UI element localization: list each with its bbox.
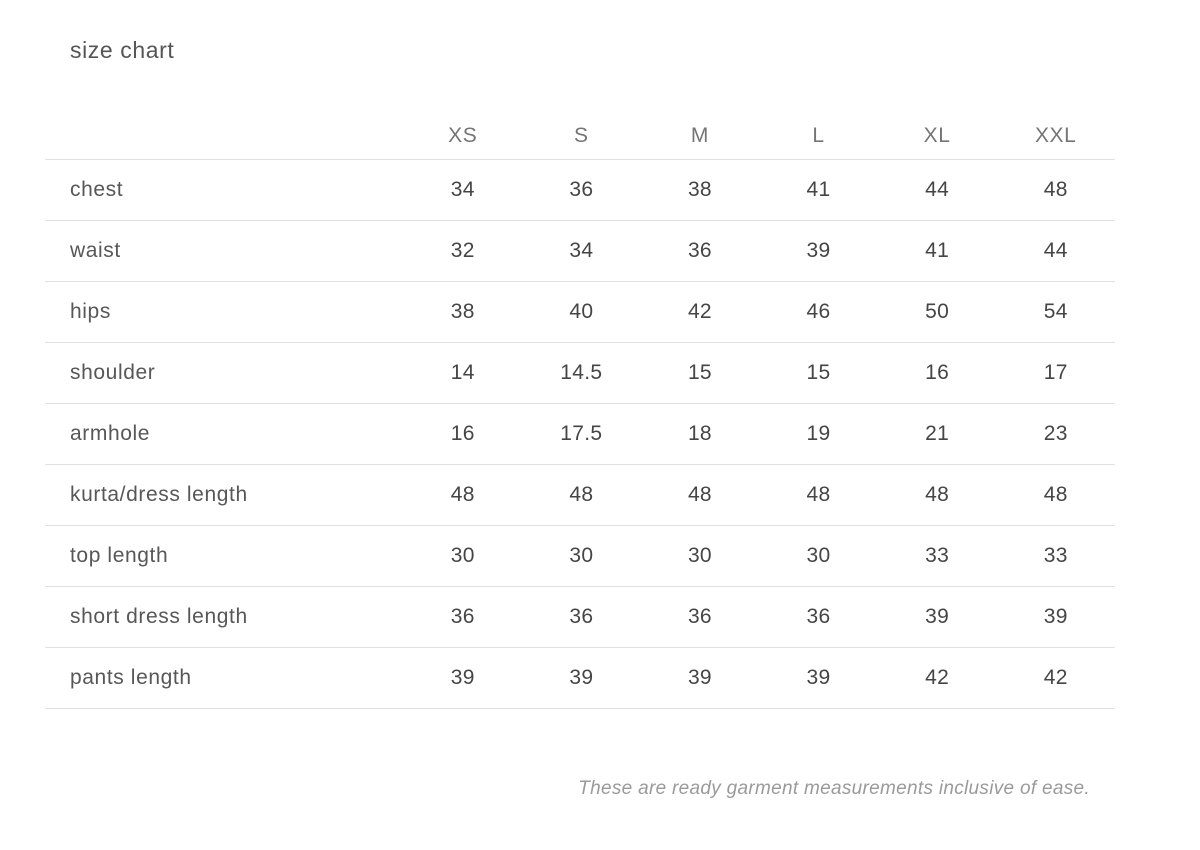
- cell-value: 41: [925, 239, 950, 262]
- cell-value: 14.5: [560, 361, 603, 384]
- cell-value: 42: [1043, 666, 1068, 689]
- cell-value: 17: [1043, 361, 1068, 384]
- table-row-pants-length: pants length 39 39 39 39 42 42: [45, 648, 1115, 709]
- cell-value: 21: [925, 422, 950, 445]
- cell-value: 38: [687, 178, 712, 201]
- cell-value: 33: [925, 544, 950, 567]
- cell-value: 15: [687, 361, 712, 384]
- cell-value: 48: [687, 483, 712, 506]
- cell-value: 19: [806, 422, 831, 445]
- cell-value: 15: [806, 361, 831, 384]
- footer-note: These are ready garment measurements inc…: [578, 778, 1090, 799]
- cell-value: 54: [1043, 300, 1068, 323]
- cell-value: 39: [925, 605, 950, 628]
- cell-value: 50: [925, 300, 950, 323]
- cell-value: 23: [1043, 422, 1068, 445]
- table-row-kurta-dress-length: kurta/dress length 48 48 48 48 48 48: [45, 465, 1115, 526]
- cell-value: 48: [806, 483, 831, 506]
- cell-value: 38: [450, 300, 475, 323]
- size-chart-table: XS S M L XL XXL chest 34 36 38 41 44 48 …: [45, 112, 1115, 709]
- cell-value: 48: [450, 483, 475, 506]
- cell-value: 41: [806, 178, 831, 201]
- cell-value: 44: [1043, 239, 1068, 262]
- cell-value: 48: [1043, 178, 1068, 201]
- cell-value: 48: [1043, 483, 1068, 506]
- cell-value: 39: [806, 239, 831, 262]
- table-row-waist: waist 32 34 36 39 41 44: [45, 221, 1115, 282]
- row-label: shoulder: [70, 361, 156, 384]
- column-header-m: M: [690, 123, 709, 147]
- row-label: hips: [70, 300, 111, 323]
- cell-value: 33: [1043, 544, 1068, 567]
- cell-value: 16: [450, 422, 475, 445]
- row-label: chest: [70, 178, 124, 201]
- row-label: armhole: [70, 422, 151, 445]
- table-row-short-dress-length: short dress length 36 36 36 36 39 39: [45, 587, 1115, 648]
- cell-value: 16: [925, 361, 950, 384]
- cell-value: 36: [569, 605, 594, 628]
- cell-value: 36: [687, 239, 712, 262]
- cell-value: 34: [450, 178, 475, 201]
- table-row-top-length: top length 30 30 30 30 33 33: [45, 526, 1115, 587]
- column-header-xxl: XXL: [1034, 123, 1077, 147]
- row-label: pants length: [70, 666, 192, 689]
- size-chart-header-row: XS S M L XL XXL: [45, 112, 1115, 160]
- column-header-xs: XS: [448, 123, 478, 147]
- cell-value: 30: [569, 544, 594, 567]
- cell-value: 30: [806, 544, 831, 567]
- cell-value: 44: [925, 178, 950, 201]
- page-title: size chart: [70, 37, 175, 63]
- cell-value: 48: [569, 483, 594, 506]
- table-row-hips: hips 38 40 42 46 50 54: [45, 282, 1115, 343]
- row-label: top length: [70, 544, 169, 567]
- cell-value: 39: [687, 666, 712, 689]
- cell-value: 36: [569, 178, 594, 201]
- cell-value: 42: [687, 300, 712, 323]
- table-row-armhole: armhole 16 17.5 18 19 21 23: [45, 404, 1115, 465]
- cell-value: 39: [806, 666, 831, 689]
- column-header-l: L: [812, 123, 825, 147]
- cell-value: 39: [450, 666, 475, 689]
- cell-value: 36: [687, 605, 712, 628]
- cell-value: 36: [450, 605, 475, 628]
- cell-value: 14: [450, 361, 475, 384]
- cell-value: 48: [925, 483, 950, 506]
- cell-value: 30: [450, 544, 475, 567]
- cell-value: 36: [806, 605, 831, 628]
- cell-value: 17.5: [560, 422, 603, 445]
- cell-value: 32: [450, 239, 475, 262]
- cell-value: 30: [687, 544, 712, 567]
- cell-value: 39: [569, 666, 594, 689]
- table-row-chest: chest 34 36 38 41 44 48: [45, 160, 1115, 221]
- cell-value: 40: [569, 300, 594, 323]
- cell-value: 46: [806, 300, 831, 323]
- row-label: kurta/dress length: [70, 483, 248, 506]
- row-label: waist: [70, 239, 121, 262]
- column-header-s: S: [574, 123, 589, 147]
- cell-value: 39: [1043, 605, 1068, 628]
- cell-value: 34: [569, 239, 594, 262]
- cell-value: 42: [925, 666, 950, 689]
- row-label: short dress length: [70, 605, 248, 628]
- cell-value: 18: [687, 422, 712, 445]
- column-header-xl: XL: [923, 123, 951, 147]
- table-row-shoulder: shoulder 14 14.5 15 15 16 17: [45, 343, 1115, 404]
